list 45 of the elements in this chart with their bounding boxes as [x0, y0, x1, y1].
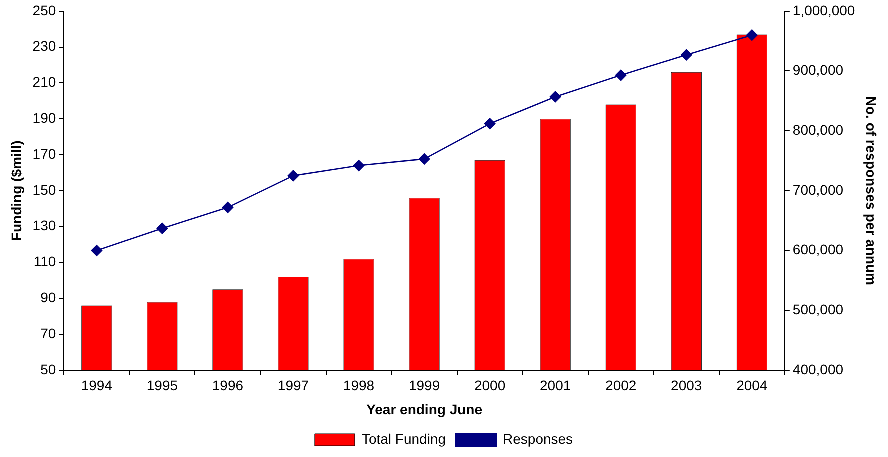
x-axis-title: Year ending June [366, 401, 483, 418]
y-tick-label: 150 [32, 182, 56, 198]
point [288, 170, 300, 182]
point [615, 70, 627, 82]
x-tick-label: 2000 [474, 378, 506, 394]
point [91, 245, 103, 256]
x-tick-label: 2003 [671, 378, 702, 394]
y-tick-label: 250 [32, 2, 56, 18]
y-tick-label: 210 [32, 74, 56, 90]
x-tick-label: 2001 [540, 378, 572, 394]
x-tick-label: 2002 [606, 378, 637, 394]
y2-tick-label: 900,000 [792, 62, 844, 78]
y2-tick-label: 1,000,000 [792, 2, 856, 18]
point [680, 49, 692, 61]
y-tick-label: 50 [40, 361, 56, 378]
y-tick-label: 190 [32, 110, 56, 126]
legend-label: Responses [503, 430, 574, 447]
y-tick-label: 130 [32, 218, 56, 234]
x-tick-label: 1997 [278, 378, 310, 394]
y-axis-title: Funding ($mill) [8, 140, 24, 242]
y2-tick-label: 600,000 [792, 242, 844, 258]
y-tick-label: 110 [34, 254, 56, 270]
point [550, 91, 562, 103]
point [156, 222, 168, 234]
point [353, 160, 365, 172]
x-tick-label: 1994 [81, 378, 113, 394]
y2-tick-label: 400,000 [792, 361, 844, 378]
y2-tick-label: 800,000 [792, 122, 844, 138]
y2-axis-title: No. of responses per annum [864, 96, 880, 286]
x-tick-label: 1999 [408, 378, 440, 394]
x-tick-label: 1995 [146, 378, 178, 394]
point [222, 202, 234, 214]
y2-tick-label: 700,000 [792, 182, 844, 198]
y-tick-label: 70 [40, 325, 56, 342]
legend-label: Total Funding [362, 430, 446, 447]
x-tick-label: 2004 [736, 378, 768, 394]
y2-tick-label: 500,000 [792, 301, 844, 318]
point [746, 30, 758, 41]
y-tick-label: 170 [32, 146, 56, 162]
point [418, 154, 430, 165]
point [484, 118, 496, 130]
y-tick-label: 230 [32, 38, 56, 54]
x-tick-label: 1996 [212, 378, 244, 394]
x-tick-label: 1998 [343, 378, 375, 394]
y-tick-label: 90 [40, 289, 56, 306]
